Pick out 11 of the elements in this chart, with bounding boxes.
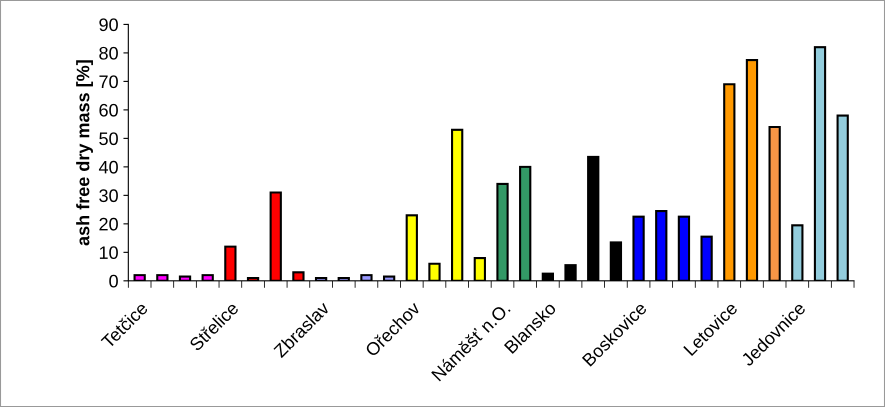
y-tick-label: 90 <box>99 18 118 32</box>
y-tick-label: 60 <box>99 104 118 117</box>
y-tick-label: 40 <box>98 160 118 174</box>
y-tick-label: 70 <box>99 75 118 88</box>
y-tick-label: 50 <box>99 132 118 146</box>
y-tick-label: 80 <box>99 46 118 60</box>
y-tick-label: 20 <box>99 218 118 231</box>
y-axis-title: ash free dry mass [%] <box>76 60 93 246</box>
y-tick-label: 10 <box>100 246 118 260</box>
y-tick-label: 0 <box>109 274 118 288</box>
y-tick-label: 30 <box>99 189 118 202</box>
